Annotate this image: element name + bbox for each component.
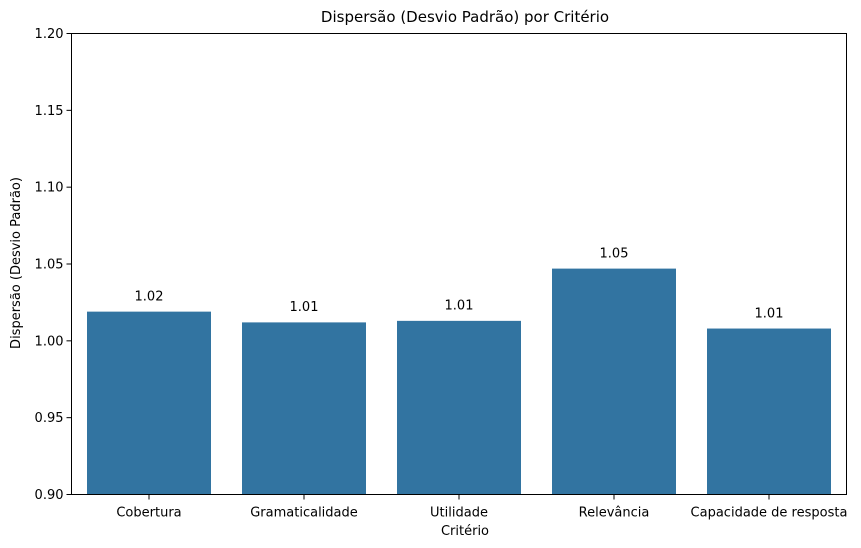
x-tick-label: Relevância xyxy=(579,506,650,521)
y-axis-title: Dispersão (Desvio Padrão) xyxy=(9,177,24,349)
y-axis: 0.90 0.95 1.00 1.05 1.10 1.15 1.20 xyxy=(35,27,72,503)
y-tick-label: 1.10 xyxy=(35,181,64,196)
x-tick-label: Cobertura xyxy=(116,506,181,521)
y-tick-label: 1.00 xyxy=(35,334,64,349)
y-tick-label: 1.05 xyxy=(35,258,64,273)
x-axis-title: Critério xyxy=(441,524,489,539)
chart-title: Dispersão (Desvio Padrão) por Critério xyxy=(321,8,609,26)
bar xyxy=(87,311,211,495)
bar xyxy=(242,322,366,495)
x-axis: Cobertura Gramaticalidade Utilidade Relevân… xyxy=(116,494,848,521)
y-tick-label: 1.20 xyxy=(35,27,64,42)
x-tick-label: Utilidade xyxy=(430,506,488,521)
bar-value-label: 1.05 xyxy=(600,246,629,261)
bar-value-label: 1.01 xyxy=(445,299,474,314)
bar xyxy=(552,268,676,495)
y-tick-label: 0.95 xyxy=(35,411,64,426)
y-tick-label: 0.90 xyxy=(35,488,64,503)
bars: 1.02 1.01 1.01 1.05 1.01 xyxy=(87,246,831,495)
bar xyxy=(397,320,521,495)
bar xyxy=(707,328,831,495)
plot-frame xyxy=(71,33,847,495)
y-tick-label: 1.15 xyxy=(35,104,64,119)
x-tick-label: Gramaticalidade xyxy=(250,506,358,521)
x-tick-label: Capacidade de resposta xyxy=(691,506,848,521)
bar-value-label: 1.02 xyxy=(135,289,164,304)
bar-value-label: 1.01 xyxy=(290,300,319,315)
bar-value-label: 1.01 xyxy=(755,306,784,321)
